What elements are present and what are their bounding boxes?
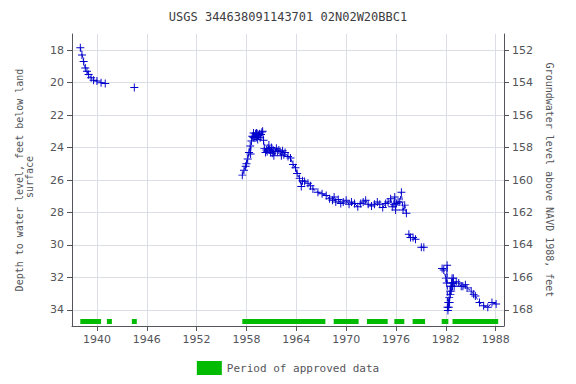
svg-text:158: 158: [512, 141, 533, 154]
svg-text:1940: 1940: [83, 333, 111, 346]
svg-text:1946: 1946: [133, 333, 161, 346]
svg-text:168: 168: [512, 303, 533, 316]
svg-text:164: 164: [512, 238, 533, 251]
svg-text:160: 160: [512, 174, 533, 187]
svg-text:34: 34: [50, 303, 64, 316]
svg-text:26: 26: [50, 174, 64, 187]
svg-text:24: 24: [50, 141, 64, 154]
svg-text:Period of approved data: Period of approved data: [227, 362, 379, 375]
svg-text:1982: 1982: [432, 333, 460, 346]
svg-text:1988: 1988: [482, 333, 510, 346]
svg-text:18: 18: [50, 44, 64, 57]
svg-text:22: 22: [50, 109, 64, 122]
svg-text:Groundwater level above NAVD 1: Groundwater level above NAVD 1988, feet: [544, 63, 555, 298]
svg-text:Depth to water level, feet bel: Depth to water level, feet below land: [13, 68, 25, 292]
svg-text:20: 20: [50, 76, 64, 89]
svg-text:156: 156: [512, 109, 533, 122]
svg-text:166: 166: [512, 271, 533, 284]
svg-text:surface: surface: [24, 156, 35, 204]
svg-text:USGS 344638091143701 02N02W20B: USGS 344638091143701 02N02W20BBC1: [169, 10, 407, 24]
svg-text:30: 30: [50, 238, 64, 251]
svg-text:1964: 1964: [282, 333, 310, 346]
svg-text:32: 32: [50, 271, 64, 284]
svg-text:162: 162: [512, 206, 533, 219]
svg-text:1970: 1970: [332, 333, 360, 346]
svg-text:1976: 1976: [382, 333, 410, 346]
svg-text:1958: 1958: [232, 333, 260, 346]
svg-text:152: 152: [512, 44, 533, 57]
svg-text:1952: 1952: [183, 333, 211, 346]
svg-text:28: 28: [50, 206, 64, 219]
svg-text:154: 154: [512, 76, 533, 89]
